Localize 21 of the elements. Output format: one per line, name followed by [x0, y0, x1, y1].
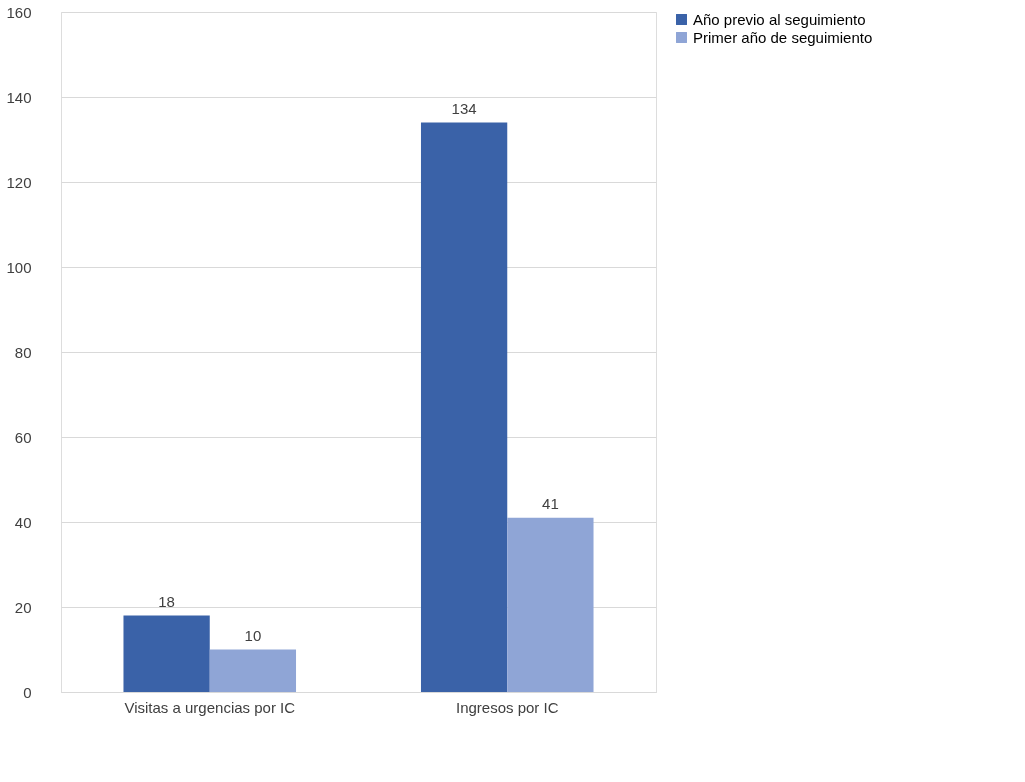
bar	[420, 122, 508, 692]
data-label: 10	[244, 626, 262, 644]
y-tick-label: 80	[14, 343, 32, 361]
data-label: 134	[451, 99, 477, 117]
y-tick-label: 120	[6, 173, 32, 191]
y-tick-label: 100	[6, 258, 32, 276]
y-tick-label: 140	[6, 88, 32, 106]
y-tick-label: 60	[14, 428, 32, 446]
x-tick-label: Ingresos por IC	[455, 698, 559, 716]
data-label: 41	[542, 494, 559, 512]
data-label: 18	[158, 592, 175, 610]
legend-label: Año previo al seguimiento	[693, 10, 866, 28]
legend-label: Primer año de seguimiento	[693, 28, 873, 46]
y-tick-label: 0	[23, 683, 32, 701]
y-tick-label: 160	[6, 3, 32, 21]
y-tick-label: 20	[14, 598, 32, 616]
x-tick-label: Visitas a urgencias por IC	[124, 698, 296, 716]
bar	[507, 517, 594, 692]
y-tick-label: 40	[14, 513, 32, 531]
bar	[123, 615, 210, 692]
bar	[209, 649, 297, 692]
